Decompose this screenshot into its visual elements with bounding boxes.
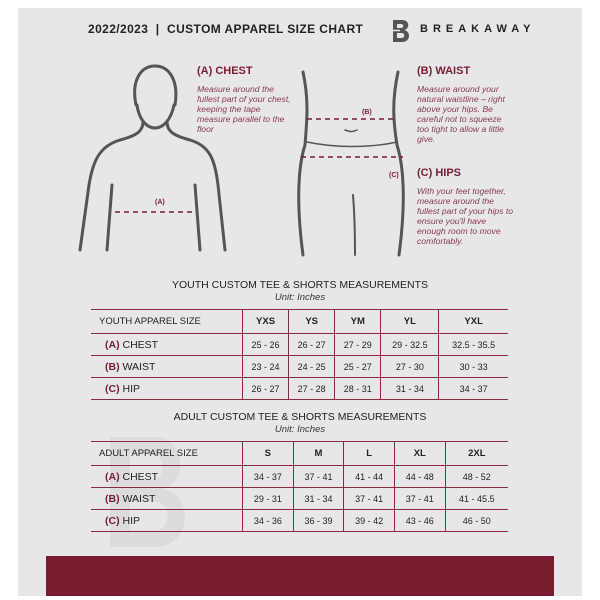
size-column-header: M [292, 441, 345, 466]
measurement-value: 29 - 32.5 [380, 333, 440, 356]
measurement-label: (A) CHEST [91, 333, 243, 356]
measurement-value: 32.5 - 35.5 [438, 333, 508, 356]
measurement-name: HIP [122, 514, 141, 527]
adult-table-unit: Unit: Inches [274, 424, 326, 435]
size-label-header: YOUTH APPAREL SIZE [91, 309, 243, 334]
table-row: (B) WAIST 23 - 24 24 - 25 25 - 27 27 - 30 30 … [91, 355, 508, 378]
page-title: 2022/2023 | CUSTOM APPAREL SIZE CHART [88, 22, 364, 36]
table-header-row: YOUTH APPAREL SIZE YXS YS YM YL YXL [91, 309, 508, 334]
waist-heading: (B) WAIST [417, 65, 471, 77]
measurement-value: 29 - 31 [242, 487, 294, 510]
measurement-name: CHEST [122, 470, 159, 483]
adult-table-title: ADULT CUSTOM TEE & SHORTS MEASUREMENTS [173, 411, 427, 423]
measurement-name: WAIST [122, 360, 156, 373]
measurement-label: (B) WAIST [91, 487, 243, 510]
measurement-value: 30 - 33 [438, 355, 508, 378]
measurement-code: (C) [105, 514, 120, 527]
footer-bar [46, 556, 554, 596]
table-row: (A) CHEST 34 - 37 37 - 41 41 - 44 44 - 48 48 … [91, 465, 508, 488]
measurement-value: 41 - 45.5 [444, 487, 508, 510]
measurement-value: 28 - 31 [334, 377, 382, 400]
measurement-code: (C) [105, 382, 120, 395]
measurement-code: (A) [105, 338, 120, 351]
size-label-header: ADULT APPAREL SIZE [91, 441, 243, 466]
measurement-value: 34 - 37 [438, 377, 508, 400]
hips-heading: (C) HIPS [417, 167, 461, 179]
size-column-header: 2XL [444, 441, 508, 466]
size-column-header: S [242, 441, 294, 466]
table-row: (B) WAIST 29 - 31 31 - 34 37 - 41 37 - 41 41 … [91, 487, 508, 510]
size-column-header: YXL [438, 309, 508, 334]
youth-size-table: YOUTH APPAREL SIZE YXS YS YM YL YXL (A) CHEST 2… [91, 309, 508, 400]
measurement-label: (C) HIP [91, 509, 243, 532]
measurement-value: 27 - 29 [334, 333, 382, 356]
size-column-header: YXS [241, 309, 290, 334]
hips-marker: (C) [389, 172, 399, 179]
measurement-value: 37 - 41 [393, 487, 446, 510]
measurement-name: HIP [122, 382, 141, 395]
measurement-label: (C) HIP [91, 377, 243, 400]
measurement-value: 36 - 39 [292, 509, 345, 532]
youth-table-unit: Unit: Inches [274, 292, 326, 303]
measurement-label: (B) WAIST [91, 355, 243, 378]
measurement-value: 31 - 34 [380, 377, 440, 400]
measurement-value: 27 - 28 [288, 377, 336, 400]
upper-body-figure [78, 64, 227, 252]
chest-description: Measure around the fullest part of your … [197, 84, 291, 134]
size-column-header: YM [334, 309, 382, 334]
size-column-header: YL [380, 309, 440, 334]
measurement-value: 25 - 27 [334, 355, 382, 378]
measurement-value: 24 - 25 [288, 355, 336, 378]
measurement-label: (A) CHEST [91, 465, 243, 488]
measurement-code: (B) [105, 360, 120, 373]
measurement-value: 34 - 37 [242, 465, 294, 488]
hips-description: With your feet together, measure around … [417, 186, 514, 246]
measurement-value: 23 - 24 [241, 355, 290, 378]
measurement-value: 48 - 52 [444, 465, 508, 488]
table-row: (C) HIP 26 - 27 27 - 28 28 - 31 31 - 34 34 - … [91, 377, 508, 400]
waist-description: Measure around your natural waistline – … [417, 84, 505, 144]
measurement-name: CHEST [122, 338, 159, 351]
measurement-code: (A) [105, 470, 120, 483]
measurement-value: 41 - 44 [343, 465, 395, 488]
measurement-value: 46 - 50 [444, 509, 508, 532]
measurement-code: (B) [105, 492, 120, 505]
youth-table-title: YOUTH CUSTOM TEE & SHORTS MEASUREMENTS [171, 279, 429, 291]
measurement-value: 39 - 42 [343, 509, 395, 532]
measurement-value: 27 - 30 [380, 355, 440, 378]
measurement-value: 44 - 48 [393, 465, 446, 488]
chest-marker: (A) [155, 199, 165, 206]
measurement-value: 34 - 36 [242, 509, 294, 532]
waist-marker: (B) [362, 109, 372, 116]
table-header-row: ADULT APPAREL SIZE S M L XL 2XL [91, 441, 508, 466]
measurement-value: 26 - 27 [241, 377, 290, 400]
lower-body-figure [297, 70, 405, 257]
measurement-value: 31 - 34 [292, 487, 345, 510]
size-column-header: YS [288, 309, 336, 334]
table-row: (C) HIP 34 - 36 36 - 39 39 - 42 43 - 46 46 - … [91, 509, 508, 532]
brand-name: BREAKAWAY [420, 23, 536, 35]
measurement-value: 37 - 41 [343, 487, 395, 510]
measurement-value: 43 - 46 [393, 509, 446, 532]
measurement-value: 37 - 41 [292, 465, 345, 488]
table-row: (A) CHEST 25 - 26 26 - 27 27 - 29 29 - 32.5 3… [91, 333, 508, 356]
measurement-value: 25 - 26 [241, 333, 290, 356]
size-column-header: XL [393, 441, 446, 466]
measurement-name: WAIST [122, 492, 156, 505]
measurement-value: 26 - 27 [288, 333, 336, 356]
adult-size-table: ADULT APPAREL SIZE S M L XL 2XL (A) CHEST 34 - … [91, 441, 508, 532]
breakaway-logo [388, 20, 410, 42]
chest-heading: (A) CHEST [197, 65, 253, 77]
size-column-header: L [343, 441, 395, 466]
